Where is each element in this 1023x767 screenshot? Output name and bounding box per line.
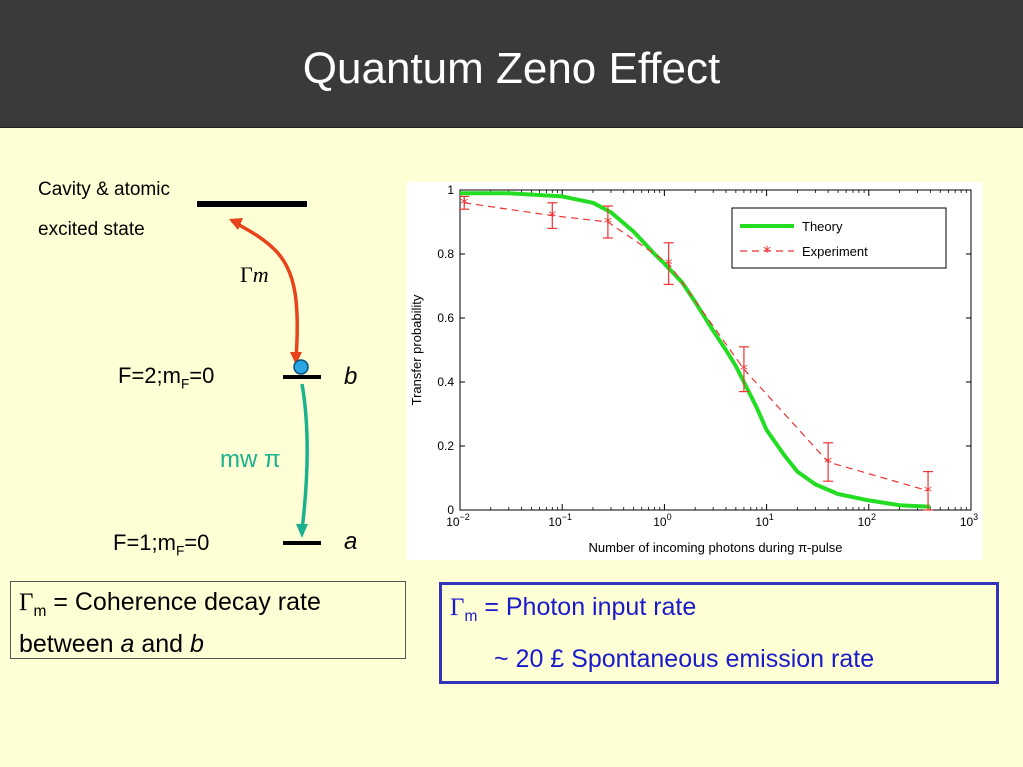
- state-b-label: b: [344, 363, 358, 390]
- level-a-suffix: =0: [184, 530, 210, 555]
- y-tick-label: 0: [447, 503, 454, 517]
- level-b-label: F=2;mF=0: [118, 363, 214, 391]
- x-tick-label: 100: [653, 512, 671, 529]
- chart-panel: 0 0.2 0.4 0.6 0.8 1 10−2 10−1 100 101 102 103 Number…: [407, 182, 983, 560]
- x-tick-label: 102: [858, 512, 876, 529]
- mw-arrowhead: [296, 524, 308, 538]
- transfer-probability-chart: 0 0.2 0.4 0.6 0.8 1 10−2 10−1 100 101 102 103 Number…: [409, 183, 978, 555]
- note-and: and: [134, 630, 190, 658]
- cavity-level-line: [197, 201, 307, 207]
- level-a-label: F=1;mF=0: [113, 530, 209, 558]
- decay-arrow: [231, 219, 300, 361]
- photon-rate-line1: Γm = Photon input rate: [450, 593, 696, 626]
- state-a-label: a: [344, 528, 358, 555]
- y-tick-label: 1: [447, 183, 454, 197]
- y-tick-label: 0.8: [437, 247, 454, 261]
- level-b-sub: F: [180, 376, 190, 392]
- note-text2: between: [19, 630, 121, 658]
- mw-arrow: [300, 383, 310, 531]
- level-a-sub: F: [175, 543, 185, 559]
- legend-box: [731, 207, 947, 269]
- gamma-subscript: m: [252, 262, 269, 287]
- photon-rate-note-box: Γm = Photon input rate ~ 20 £ Spontaneou…: [439, 582, 999, 684]
- decay-arrowhead-top: [229, 218, 243, 230]
- level-a-prefix: F=1;m: [113, 530, 176, 555]
- title-bar: Quantum Zeno Effect: [0, 0, 1023, 128]
- decay-arrowhead-bottom: [290, 352, 302, 365]
- theory-line: [460, 191, 931, 509]
- mw-pi-label: mw π: [220, 446, 281, 473]
- legend-experiment-marker: *: [763, 242, 771, 261]
- level-b-line: [283, 375, 321, 379]
- note-right-gamma-sub: m: [464, 608, 478, 625]
- experiment-point: *: [604, 213, 612, 232]
- experiment-point: *: [924, 482, 932, 501]
- coherence-note-line2: between a and b: [19, 628, 405, 661]
- experiment-point: *: [824, 453, 832, 472]
- coherence-note-line1: Γm = Coherence decay rate: [19, 586, 405, 628]
- level-a-line: [283, 541, 321, 545]
- experiment-point: *: [665, 255, 673, 274]
- legend-label: Experiment: [802, 244, 868, 259]
- cavity-label-line1: Cavity & atomic: [38, 179, 170, 200]
- note-right-text1: = Photon input rate: [477, 593, 697, 621]
- note-gamma-sub: m: [33, 603, 47, 620]
- gamma-symbol: Γ: [240, 262, 253, 287]
- x-tick-label: 101: [755, 512, 773, 529]
- experiment-point: *: [548, 207, 556, 226]
- photon-rate-line2: ~ 20 £ Spontaneous emission rate: [494, 645, 875, 673]
- y-tick-label: 0.6: [437, 311, 454, 325]
- note-right-gamma: Γ: [450, 594, 465, 621]
- x-tick-label: 10−1: [548, 512, 572, 529]
- note-b: b: [189, 630, 204, 658]
- level-b-prefix: F=2;m: [118, 363, 181, 388]
- note-text1: = Coherence decay rate: [46, 588, 321, 616]
- cavity-label: Cavity & atomic excited state: [38, 170, 238, 250]
- coherence-note-box: Γm = Coherence decay rate between a and …: [10, 581, 406, 659]
- experiment-point: *: [460, 194, 468, 213]
- note-a: a: [120, 630, 135, 658]
- y-tick-label: 0.2: [437, 439, 454, 453]
- x-axis-label: Number of incoming photons during π-puls…: [589, 540, 843, 555]
- y-axis-label: Transfer probability: [409, 294, 424, 405]
- gamma-m-label: Γm: [240, 262, 269, 288]
- x-tick-label: 10−2: [446, 512, 470, 529]
- experiment-point: *: [740, 360, 748, 379]
- atom-dot: [293, 359, 309, 375]
- cavity-label-line2: excited state: [38, 219, 145, 240]
- level-b-suffix: =0: [189, 363, 215, 388]
- x-tick-label: 103: [960, 512, 978, 529]
- note-gamma: Γ: [19, 589, 34, 616]
- legend-label: Theory: [802, 219, 843, 234]
- slide-title: Quantum Zeno Effect: [302, 44, 721, 93]
- y-tick-label: 0.4: [437, 375, 454, 389]
- energy-level-diagram: [197, 201, 321, 545]
